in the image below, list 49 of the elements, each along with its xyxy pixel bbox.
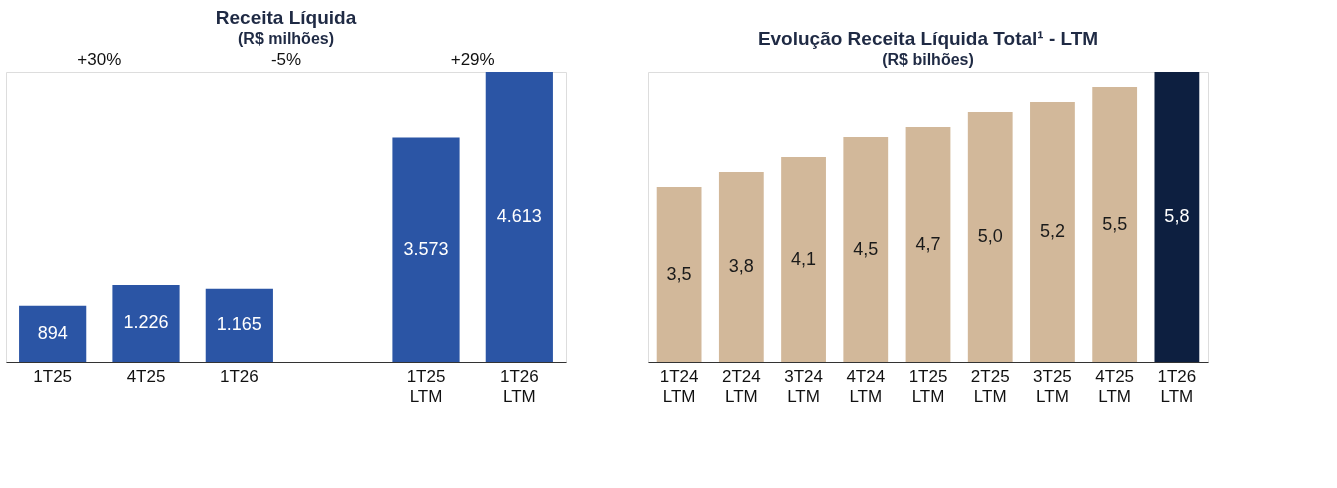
bar — [967, 112, 1013, 362]
bar — [205, 288, 273, 362]
bar — [1092, 87, 1138, 362]
data-label: 4,1 — [791, 248, 817, 269]
x-tick-label: 1T25 — [33, 366, 73, 386]
chart-title: Evolução Receita Líquida Total¹ - LTM — [757, 28, 1099, 49]
data-label: 4,7 — [915, 233, 941, 254]
bar — [485, 72, 553, 362]
data-label: 4,5 — [853, 238, 879, 259]
x-tick-label: 1T25 LTM — [908, 366, 948, 406]
bar — [718, 172, 764, 362]
bar — [19, 305, 87, 362]
text: +30% — [77, 50, 122, 69]
x-tick-label: 2T25 LTM — [970, 366, 1010, 406]
chart-title: Receita Líquida — [215, 7, 357, 28]
data-label: 3,8 — [728, 256, 754, 276]
bar — [112, 284, 180, 362]
data-label: 1.165 — [216, 314, 262, 335]
bar — [656, 187, 702, 362]
x-tick-label: 4T25 — [126, 366, 166, 386]
x-tick-label: 2T24 LTM — [721, 366, 761, 406]
data-label: 5,8 — [1164, 206, 1190, 226]
data-label: 1.226 — [123, 312, 169, 333]
data-label: 3.573 — [403, 238, 449, 259]
text: +29% — [450, 50, 495, 69]
x-tick-label: 1T26 — [219, 366, 259, 386]
data-label: 5,5 — [1102, 213, 1128, 234]
chart-subtitle: (R$ milhões) — [237, 30, 335, 47]
text: -5% — [270, 50, 302, 69]
x-tick-label: 1T24 LTM — [659, 366, 699, 406]
bar — [905, 127, 951, 362]
chart-subtitle: (R$ bilhões) — [882, 51, 974, 68]
data-label: 5,2 — [1039, 221, 1065, 241]
bar — [1154, 72, 1200, 362]
bar — [392, 137, 460, 362]
bar — [781, 157, 826, 362]
x-tick-label: 1T25 LTM — [406, 366, 446, 406]
x-tick-label: 3T25 LTM — [1033, 366, 1072, 406]
data-label: 3,5 — [666, 263, 692, 284]
x-tick-label: 1T26 LTM — [1157, 366, 1197, 406]
data-label: 894 — [37, 322, 68, 343]
bar — [843, 137, 889, 362]
x-tick-label: 4T25 LTM — [1095, 366, 1135, 406]
x-tick-label: 4T24 LTM — [846, 366, 886, 406]
data-label: 4.613 — [496, 206, 542, 226]
data-label: 5,0 — [977, 226, 1003, 246]
bar — [1030, 102, 1075, 362]
x-tick-label: 1T26 LTM — [499, 366, 539, 406]
x-tick-label: 3T24 LTM — [784, 366, 823, 406]
